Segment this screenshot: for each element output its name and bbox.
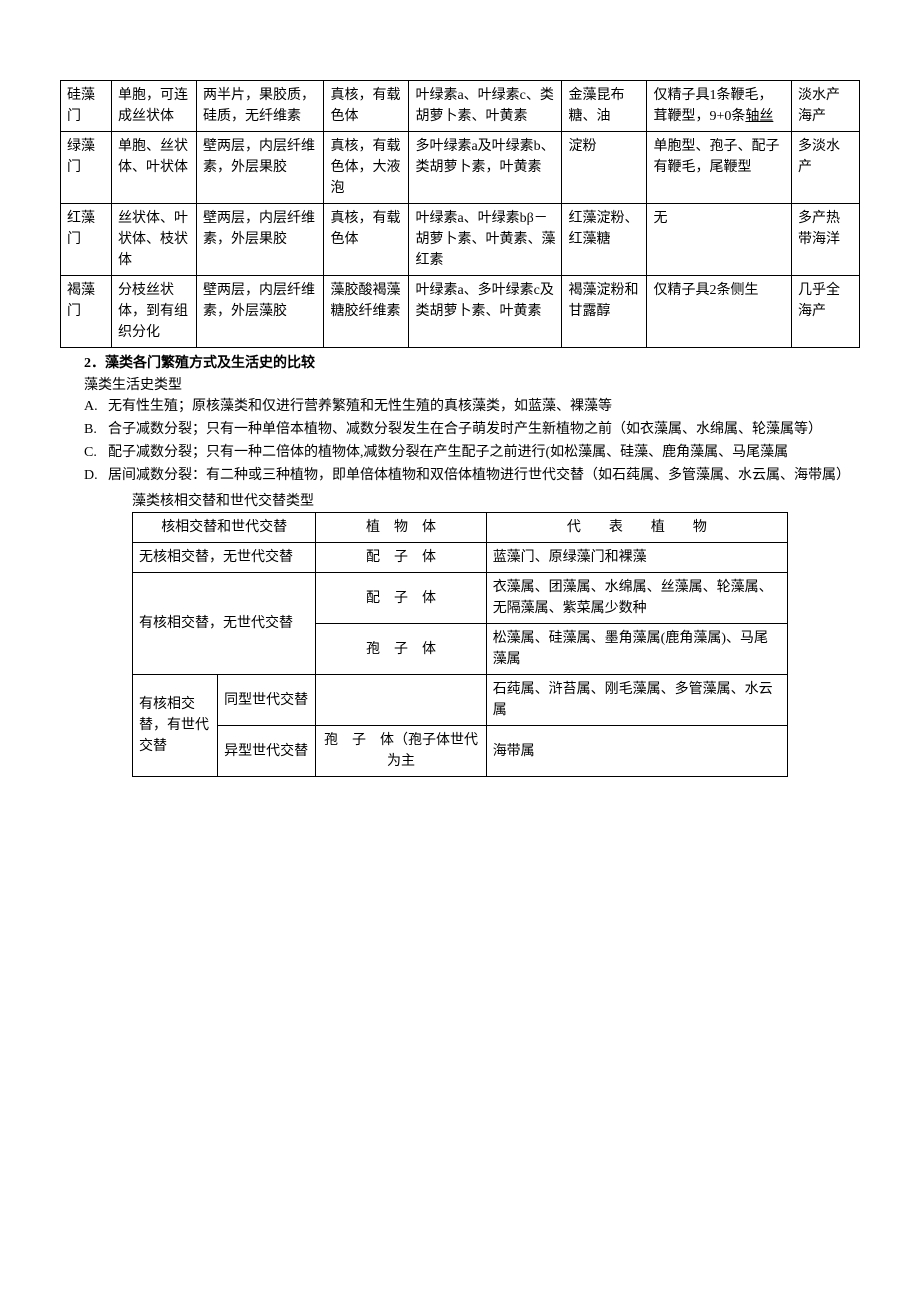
section-title: 2．藻类各门繁殖方式及生活史的比较 <box>60 352 860 372</box>
cell: 孢 子 体（孢子体世代为主 <box>316 726 486 777</box>
cell: 叶绿素a、叶绿素bβ－胡萝卜素、叶黄素、藻红素 <box>409 204 562 276</box>
list-text: 居间减数分裂：有二种或三种植物，即单倍体植物和双倍体植物进行世代交替（如石莼属、… <box>108 468 850 483</box>
cell: 石莼属、浒苔属、刚毛藻属、多管藻属、水云属 <box>486 675 787 726</box>
cell: 蓝藻门、原绿藻门和裸藻 <box>486 543 787 573</box>
cell: 红藻门 <box>61 204 112 276</box>
cell: 真核，有载色体 <box>324 204 409 276</box>
cell: 仅精子具1条鞭毛，茸鞭型，9+0条轴丝 <box>647 81 792 132</box>
table-row: 有核相交替，有世代交替 同型世代交替 石莼属、浒苔属、刚毛藻属、多管藻属、水云属 <box>133 675 788 726</box>
cell: 金藻昆布糖、油 <box>562 81 647 132</box>
header-cell: 代 表 植 物 <box>486 513 787 543</box>
list-text: 合子减数分裂；只有一种单倍本植物、减数分裂发生在合子萌发时产生新植物之前（如衣藻… <box>108 422 822 437</box>
cell: 硅藻门 <box>61 81 112 132</box>
list-label: C. <box>84 442 108 463</box>
table-row: 红藻门 丝状体、叶状体、枝状体 壁两层，内层纤维素，外层果胶 真核，有载色体 叶… <box>61 204 860 276</box>
cell: 真核，有载色体，大液泡 <box>324 132 409 204</box>
cell: 有核相交替，无世代交替 <box>133 573 316 675</box>
life-history-list: A.无有性生殖；原核藻类和仅进行营养繁殖和无性生殖的真核藻类，如蓝藻、裸藻等 B… <box>60 396 860 486</box>
table-row: 无核相交替，无世代交替 配 子 体 蓝藻门、原绿藻门和裸藻 <box>133 543 788 573</box>
cell: 丝状体、叶状体、枝状体 <box>112 204 197 276</box>
table-row: 绿藻门 单胞、丝状体、叶状体 壁两层，内层纤维素，外层果胶 真核，有载色体，大液… <box>61 132 860 204</box>
cell: 叶绿素a、叶绿素c、类胡萝卜素、叶黄素 <box>409 81 562 132</box>
cell: 分枝丝状体，到有组织分化 <box>112 276 197 348</box>
cell: 壁两层，内层纤维素，外层果胶 <box>196 132 324 204</box>
table2-title: 藻类核相交替和世代交替类型 <box>60 490 860 510</box>
cell: 有核相交替，有世代交替 <box>133 675 218 777</box>
cell: 褐藻门 <box>61 276 112 348</box>
list-label: B. <box>84 419 108 440</box>
cell: 多产热带海洋 <box>791 204 859 276</box>
header-cell: 核相交替和世代交替 <box>133 513 316 543</box>
cell: 褐藻淀粉和甘露醇 <box>562 276 647 348</box>
header-cell: 植 物 体 <box>316 513 486 543</box>
table-row: 异型世代交替 孢 子 体（孢子体世代为主 海带属 <box>133 726 788 777</box>
cell: 无核相交替，无世代交替 <box>133 543 316 573</box>
cell: 单胞型、孢子、配子有鞭毛，尾鞭型 <box>647 132 792 204</box>
algae-comparison-table: 硅藻门 单胞，可连成丝状体 两半片，果胶质，硅质，无纤维素 真核，有载色体 叶绿… <box>60 80 860 348</box>
list-item: A.无有性生殖；原核藻类和仅进行营养繁殖和无性生殖的真核藻类，如蓝藻、裸藻等 <box>84 396 860 417</box>
cell: 多淡水产 <box>791 132 859 204</box>
cell <box>316 675 486 726</box>
cell: 配 子 体 <box>316 543 486 573</box>
cell: 无 <box>647 204 792 276</box>
alternation-table: 核相交替和世代交替 植 物 体 代 表 植 物 无核相交替，无世代交替 配 子 … <box>132 512 788 777</box>
cell: 叶绿素a、多叶绿素c及类胡萝卜素、叶黄素 <box>409 276 562 348</box>
cell: 藻胶酸褐藻糖胶纤维素 <box>324 276 409 348</box>
cell: 绿藻门 <box>61 132 112 204</box>
list-item: D.居间减数分裂：有二种或三种植物，即单倍体植物和双倍体植物进行世代交替（如石莼… <box>84 465 860 486</box>
cell: 多叶绿素a及叶绿素b、类胡萝卜素，叶黄素 <box>409 132 562 204</box>
underlined-text: 轴丝 <box>745 109 773 124</box>
cell: 淡水产海产 <box>791 81 859 132</box>
table-header-row: 核相交替和世代交替 植 物 体 代 表 植 物 <box>133 513 788 543</box>
table-row: 有核相交替，无世代交替 配 子 体 衣藻属、团藻属、水绵属、丝藻属、轮藻属、无隔… <box>133 573 788 624</box>
cell: 单胞，可连成丝状体 <box>112 81 197 132</box>
cell: 仅精子具2条侧生 <box>647 276 792 348</box>
list-label: A. <box>84 396 108 417</box>
cell: 衣藻属、团藻属、水绵属、丝藻属、轮藻属、无隔藻属、紫菜属少数种 <box>486 573 787 624</box>
list-item: B.合子减数分裂；只有一种单倍本植物、减数分裂发生在合子萌发时产生新植物之前（如… <box>84 419 860 440</box>
cell: 壁两层，内层纤维素，外层果胶 <box>196 204 324 276</box>
table-row: 硅藻门 单胞，可连成丝状体 两半片，果胶质，硅质，无纤维素 真核，有载色体 叶绿… <box>61 81 860 132</box>
list-text: 无有性生殖；原核藻类和仅进行营养繁殖和无性生殖的真核藻类，如蓝藻、裸藻等 <box>108 399 612 414</box>
cell: 配 子 体 <box>316 573 486 624</box>
cell: 淀粉 <box>562 132 647 204</box>
cell: 孢 子 体 <box>316 624 486 675</box>
list-text: 配子减数分裂；只有一种二倍体的植物体,减数分裂在产生配子之前进行(如松藻属、硅藻… <box>108 445 788 460</box>
cell: 两半片，果胶质，硅质，无纤维素 <box>196 81 324 132</box>
cell: 壁两层，内层纤维素，外层藻胶 <box>196 276 324 348</box>
cell: 异型世代交替 <box>218 726 316 777</box>
list-item: C.配子减数分裂；只有一种二倍体的植物体,减数分裂在产生配子之前进行(如松藻属、… <box>84 442 860 463</box>
subsection-title: 藻类生活史类型 <box>60 374 860 394</box>
cell: 同型世代交替 <box>218 675 316 726</box>
cell: 海带属 <box>486 726 787 777</box>
cell: 几乎全海产 <box>791 276 859 348</box>
cell: 松藻属、硅藻属、墨角藻属(鹿角藻属)、马尾藻属 <box>486 624 787 675</box>
cell: 真核，有载色体 <box>324 81 409 132</box>
list-label: D. <box>84 465 108 486</box>
cell: 单胞、丝状体、叶状体 <box>112 132 197 204</box>
table-row: 褐藻门 分枝丝状体，到有组织分化 壁两层，内层纤维素，外层藻胶 藻胶酸褐藻糖胶纤… <box>61 276 860 348</box>
cell: 红藻淀粉、红藻糖 <box>562 204 647 276</box>
